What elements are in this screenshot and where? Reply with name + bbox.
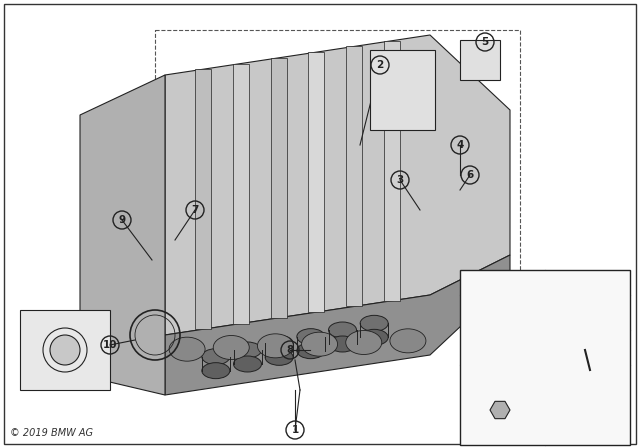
- Ellipse shape: [234, 356, 262, 372]
- Ellipse shape: [234, 342, 262, 358]
- Text: 3: 3: [568, 411, 575, 421]
- Polygon shape: [195, 69, 211, 329]
- Text: 9: 9: [479, 405, 485, 415]
- Polygon shape: [308, 52, 324, 312]
- Text: 3: 3: [396, 175, 404, 185]
- Ellipse shape: [265, 336, 293, 351]
- Ellipse shape: [390, 329, 426, 353]
- Ellipse shape: [328, 336, 356, 352]
- Polygon shape: [384, 41, 400, 301]
- Text: 4: 4: [456, 140, 464, 150]
- Text: 10: 10: [103, 340, 117, 350]
- Text: 4: 4: [564, 345, 570, 355]
- Ellipse shape: [490, 282, 514, 298]
- Bar: [370, 50, 435, 130]
- Polygon shape: [233, 64, 249, 323]
- Polygon shape: [346, 47, 362, 306]
- Ellipse shape: [202, 363, 230, 379]
- Text: © 2019 BMW AG: © 2019 BMW AG: [10, 428, 93, 438]
- Text: 6: 6: [467, 170, 474, 180]
- Polygon shape: [490, 401, 510, 419]
- Ellipse shape: [297, 329, 325, 345]
- Text: 8: 8: [286, 345, 294, 355]
- Ellipse shape: [580, 346, 590, 354]
- Polygon shape: [20, 310, 110, 390]
- Text: 7: 7: [499, 280, 506, 290]
- Ellipse shape: [202, 349, 230, 365]
- Polygon shape: [165, 35, 510, 335]
- Bar: [460, 270, 630, 445]
- Ellipse shape: [265, 349, 293, 365]
- Ellipse shape: [346, 331, 381, 354]
- Ellipse shape: [213, 336, 249, 359]
- Ellipse shape: [257, 334, 293, 358]
- Ellipse shape: [297, 343, 325, 359]
- Ellipse shape: [360, 315, 388, 332]
- Text: 6: 6: [481, 315, 488, 325]
- Ellipse shape: [301, 332, 337, 356]
- Ellipse shape: [169, 337, 205, 361]
- Text: 5: 5: [481, 37, 488, 47]
- Text: 142265: 142265: [573, 428, 610, 438]
- Bar: [460, 40, 500, 80]
- Ellipse shape: [360, 329, 388, 345]
- Text: 9: 9: [118, 215, 125, 225]
- Polygon shape: [80, 75, 165, 395]
- Text: 7: 7: [191, 205, 198, 215]
- Text: 1: 1: [291, 425, 299, 435]
- Ellipse shape: [328, 322, 356, 338]
- Ellipse shape: [50, 335, 80, 365]
- Polygon shape: [165, 255, 510, 395]
- Text: 2: 2: [376, 60, 383, 70]
- Polygon shape: [271, 58, 287, 318]
